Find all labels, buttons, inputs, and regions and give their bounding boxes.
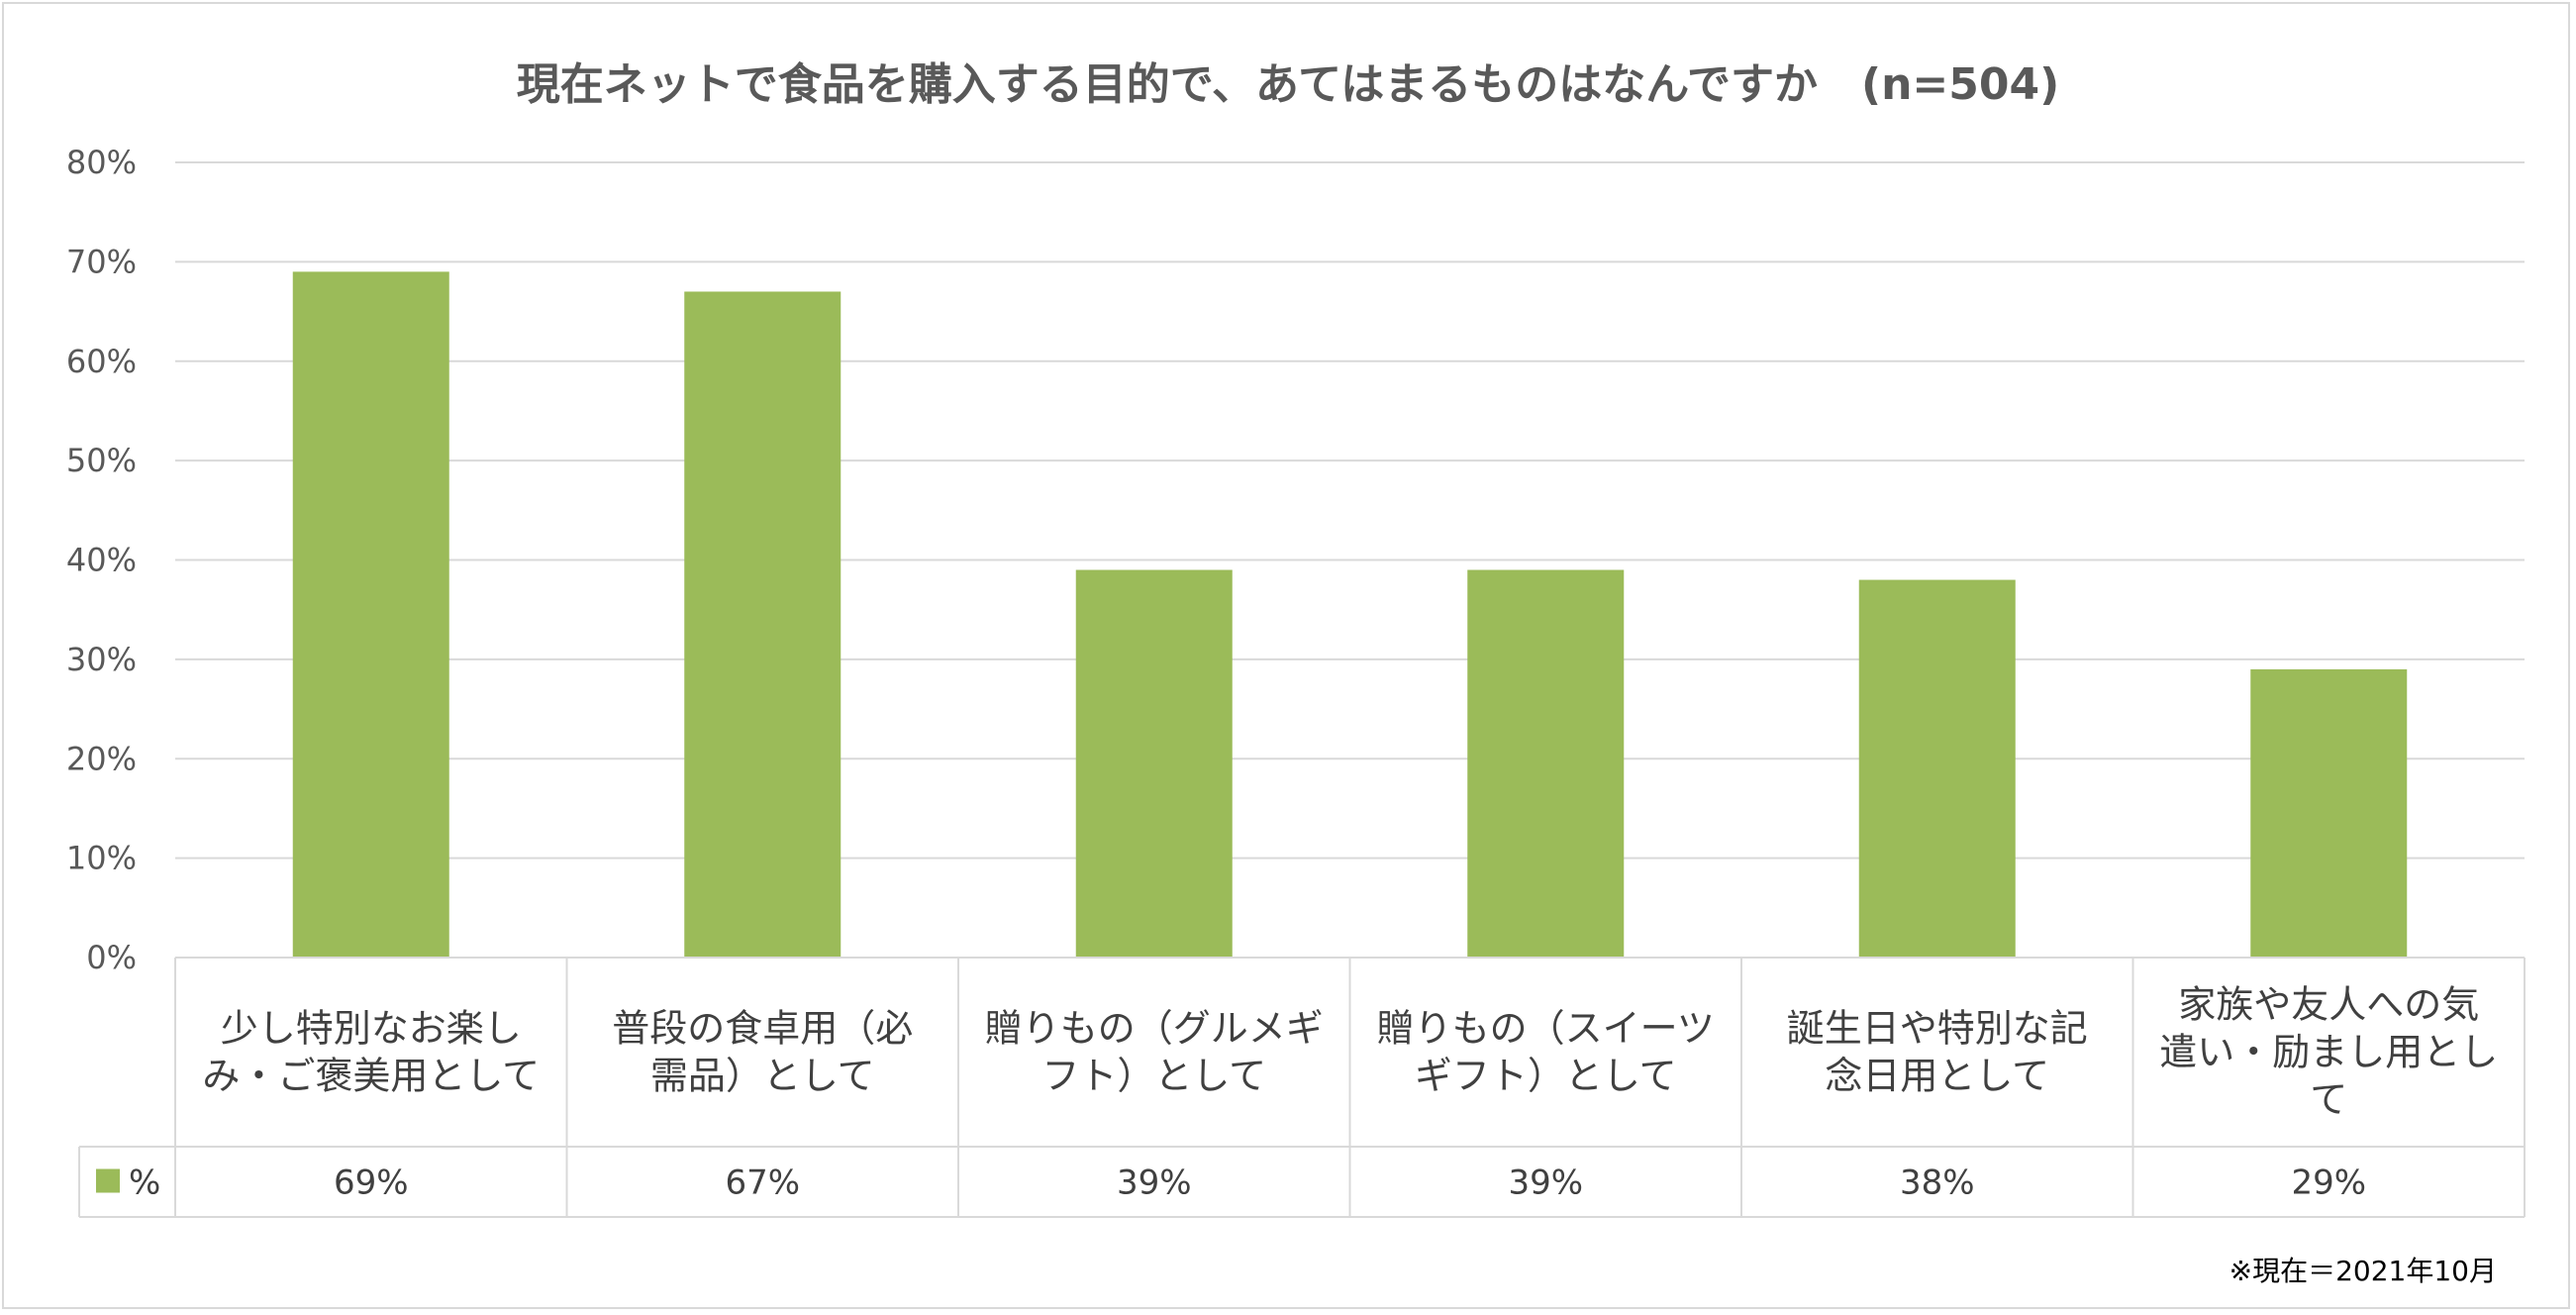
legend-swatch: [96, 1168, 120, 1193]
y-tick-label: 70%: [66, 243, 137, 280]
y-tick-label: 20%: [66, 740, 137, 777]
y-tick-label: 0%: [86, 939, 137, 976]
x-category-label: 遣い・励まし用とし: [2159, 1031, 2498, 1074]
x-category-label: 念日用として: [1825, 1055, 2049, 1098]
x-category-label: 贈りもの（グルメギ: [985, 1007, 1324, 1051]
x-category-label: ギフト）として: [1415, 1055, 1677, 1098]
x-category-label: 家族や友人への気: [2178, 983, 2479, 1027]
data-value-label: 67%: [725, 1163, 800, 1203]
x-category-label: フト）として: [1041, 1055, 1266, 1098]
gridlines: [175, 161, 2525, 860]
y-tick-label: 40%: [66, 542, 137, 579]
y-tick-label: 30%: [66, 641, 137, 678]
footnote: ※現在＝2021年10月: [2229, 1255, 2497, 1287]
x-category-label: み・ご褒美用として: [202, 1055, 540, 1098]
data-value-label: 38%: [1900, 1163, 1975, 1203]
bar: [1467, 569, 1625, 958]
x-category-label: 誕生日や特別な記: [1787, 1007, 2088, 1051]
x-category-label: 少し特別なお楽し: [221, 1007, 522, 1051]
data-value-label: 39%: [1117, 1163, 1192, 1203]
y-tick-label: 60%: [66, 343, 137, 380]
bar: [2250, 668, 2408, 958]
data-value-label: 39%: [1508, 1163, 1583, 1203]
bar: [292, 271, 449, 959]
y-tick-label: 10%: [66, 840, 137, 877]
bar: [1858, 579, 2016, 958]
y-axis-ticks: 0% 10% 20% 30% 40% 50% 60% 70% 80%: [66, 144, 137, 976]
y-tick-label: 80%: [66, 144, 137, 181]
x-category-label: 贈りもの（スイーツ: [1377, 1007, 1715, 1051]
legend-label: %: [129, 1163, 160, 1203]
bars: [292, 271, 2408, 959]
x-category-label: 普段の食卓用（必: [612, 1007, 913, 1051]
chart-title: 現在ネットで食品を購入する目的で、あてはまるものはなんですか (n=504): [517, 59, 2060, 110]
y-tick-label: 50%: [66, 442, 137, 479]
data-value-label: 69%: [334, 1163, 409, 1203]
data-value-label: 29%: [2291, 1163, 2366, 1203]
bar: [1075, 569, 1233, 958]
x-category-label: 需品）として: [650, 1055, 875, 1098]
x-category-label: て: [2310, 1078, 2347, 1122]
bar: [684, 291, 842, 958]
